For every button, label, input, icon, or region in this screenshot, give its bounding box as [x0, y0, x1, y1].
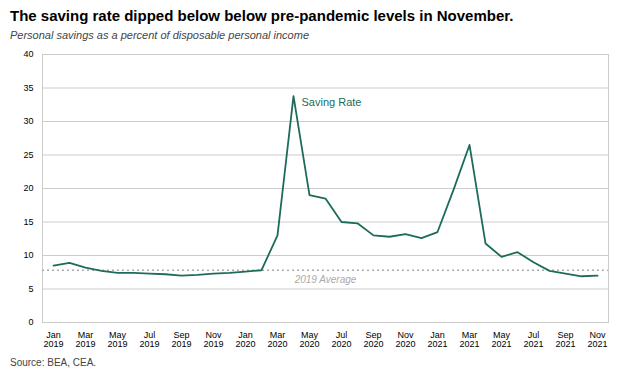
svg-text:Nov2021: Nov2021	[587, 330, 607, 349]
svg-text:Nov2019: Nov2019	[203, 330, 223, 349]
svg-text:Saving Rate: Saving Rate	[302, 96, 362, 108]
svg-text:25: 25	[23, 150, 33, 160]
svg-text:May2020: May2020	[299, 330, 319, 349]
svg-text:May2021: May2021	[491, 330, 511, 349]
svg-text:0: 0	[28, 317, 33, 327]
svg-text:2019 Average: 2019 Average	[294, 274, 357, 285]
svg-text:Mar2019: Mar2019	[75, 330, 95, 349]
svg-text:5: 5	[28, 284, 33, 294]
svg-text:Jul2020: Jul2020	[331, 330, 351, 349]
svg-text:20: 20	[23, 183, 33, 193]
svg-text:Sep2019: Sep2019	[171, 330, 191, 349]
svg-text:Jan2019: Jan2019	[43, 330, 63, 349]
svg-text:Nov2020: Nov2020	[395, 330, 415, 349]
html-text:Personal savings as a percent: Personal savings as a percent of disposa…	[10, 29, 309, 41]
svg-text:30: 30	[23, 116, 33, 126]
svg-text:Jul2021: Jul2021	[523, 330, 543, 349]
svg-text:Sep2020: Sep2020	[363, 330, 383, 349]
svg-text:May2019: May2019	[107, 330, 127, 349]
svg-text:15: 15	[23, 217, 33, 227]
svg-text:35: 35	[23, 83, 33, 93]
svg-text:Jul2019: Jul2019	[139, 330, 159, 349]
html-text:Source: BEA, CEA.: Source: BEA, CEA.	[10, 357, 97, 368]
svg-text:10: 10	[23, 250, 33, 260]
svg-text:Jan2020: Jan2020	[235, 330, 255, 349]
svg-text:40: 40	[23, 49, 33, 59]
svg-text:Sep2021: Sep2021	[555, 330, 575, 349]
svg-text:Jan2021: Jan2021	[427, 330, 447, 349]
svg-text:Mar2020: Mar2020	[267, 330, 287, 349]
svg-text:Mar2021: Mar2021	[459, 330, 479, 349]
html-text:The saving rate dipped below b: The saving rate dipped below below pre-p…	[10, 7, 514, 24]
